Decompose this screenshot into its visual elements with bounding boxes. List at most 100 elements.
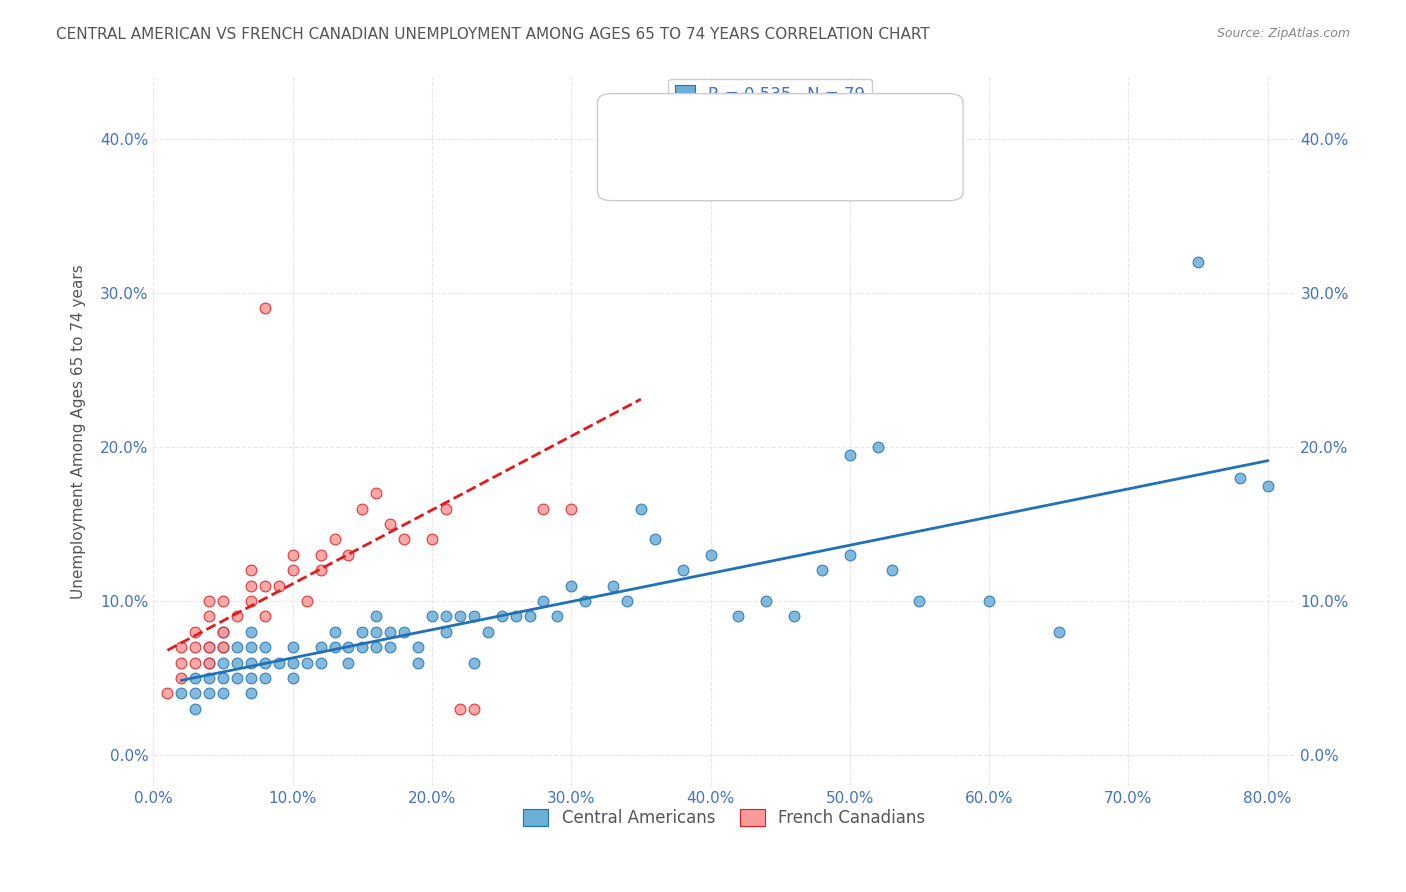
Point (908, 594, 931, 608)
Point (602, 579, 624, 593)
Point (533, 501, 555, 516)
Point (281, 656, 304, 670)
Point (170, 686, 193, 700)
Point (184, 640, 207, 655)
Point (184, 624, 207, 639)
Point (323, 640, 346, 655)
Point (281, 563, 304, 577)
Point (184, 702, 207, 716)
Point (1047, 624, 1070, 639)
Point (240, 624, 263, 639)
Point (240, 640, 263, 655)
Point (519, 609, 541, 624)
Point (240, 579, 263, 593)
Point (253, 579, 276, 593)
Point (198, 609, 221, 624)
Point (560, 579, 582, 593)
Point (253, 609, 276, 624)
Point (406, 656, 429, 670)
Point (574, 594, 596, 608)
Point (434, 609, 457, 624)
Text: CENTRAL AMERICAN VS FRENCH CANADIAN UNEMPLOYMENT AMONG AGES 65 TO 74 YEARS CORRE: CENTRAL AMERICAN VS FRENCH CANADIAN UNEM… (56, 27, 929, 42)
Point (267, 579, 290, 593)
Point (392, 624, 415, 639)
Point (309, 656, 332, 670)
Point (977, 594, 1000, 608)
Point (463, 656, 485, 670)
Point (352, 501, 374, 516)
Point (295, 656, 318, 670)
Point (198, 671, 221, 685)
Point (309, 640, 332, 655)
Point (699, 548, 721, 562)
Point (463, 609, 485, 624)
Point (546, 609, 568, 624)
Point (727, 609, 749, 624)
Point (838, 448, 860, 462)
Point (198, 656, 221, 670)
Point (198, 640, 221, 655)
Point (352, 624, 374, 639)
Text: Source: ZipAtlas.com: Source: ZipAtlas.com (1216, 27, 1350, 40)
Point (477, 624, 499, 639)
Point (380, 516, 402, 531)
Point (337, 656, 360, 670)
Point (212, 656, 235, 670)
Point (449, 702, 471, 716)
Point (198, 640, 221, 655)
Point (198, 686, 221, 700)
Point (630, 501, 652, 516)
Point (1187, 255, 1209, 269)
Point (337, 640, 360, 655)
Point (866, 440, 889, 454)
Point (366, 624, 388, 639)
Legend: Central Americans, French Canadians: Central Americans, French Canadians (516, 803, 932, 834)
Point (644, 533, 666, 547)
Point (560, 501, 582, 516)
Point (323, 533, 346, 547)
Point (783, 609, 806, 624)
Point (366, 609, 388, 624)
Point (434, 624, 457, 639)
Point (226, 640, 249, 655)
Point (616, 594, 638, 608)
Point (880, 563, 903, 577)
Y-axis label: Unemployment Among Ages 65 to 74 years: Unemployment Among Ages 65 to 74 years (72, 264, 86, 599)
Point (212, 686, 235, 700)
Point (240, 563, 263, 577)
Point (212, 640, 235, 655)
Point (281, 671, 304, 685)
Point (755, 594, 778, 608)
Point (240, 686, 263, 700)
Point (434, 501, 457, 516)
Point (1257, 478, 1279, 492)
Point (170, 640, 193, 655)
Point (240, 671, 263, 685)
Point (212, 640, 235, 655)
Point (1229, 471, 1251, 485)
Point (212, 624, 235, 639)
Point (212, 671, 235, 685)
Point (392, 533, 415, 547)
Point (281, 640, 304, 655)
Point (253, 640, 276, 655)
Point (309, 563, 332, 577)
Point (491, 609, 513, 624)
Point (838, 548, 860, 562)
Point (366, 640, 388, 655)
Point (156, 686, 179, 700)
Point (253, 301, 276, 316)
Point (212, 594, 235, 608)
Point (240, 594, 263, 608)
Point (253, 671, 276, 685)
Point (672, 563, 695, 577)
Point (309, 548, 332, 562)
Point (184, 656, 207, 670)
Point (352, 640, 374, 655)
Point (184, 686, 207, 700)
Point (170, 656, 193, 670)
Point (198, 594, 221, 608)
Point (420, 533, 443, 547)
Point (380, 624, 402, 639)
Point (337, 548, 360, 562)
